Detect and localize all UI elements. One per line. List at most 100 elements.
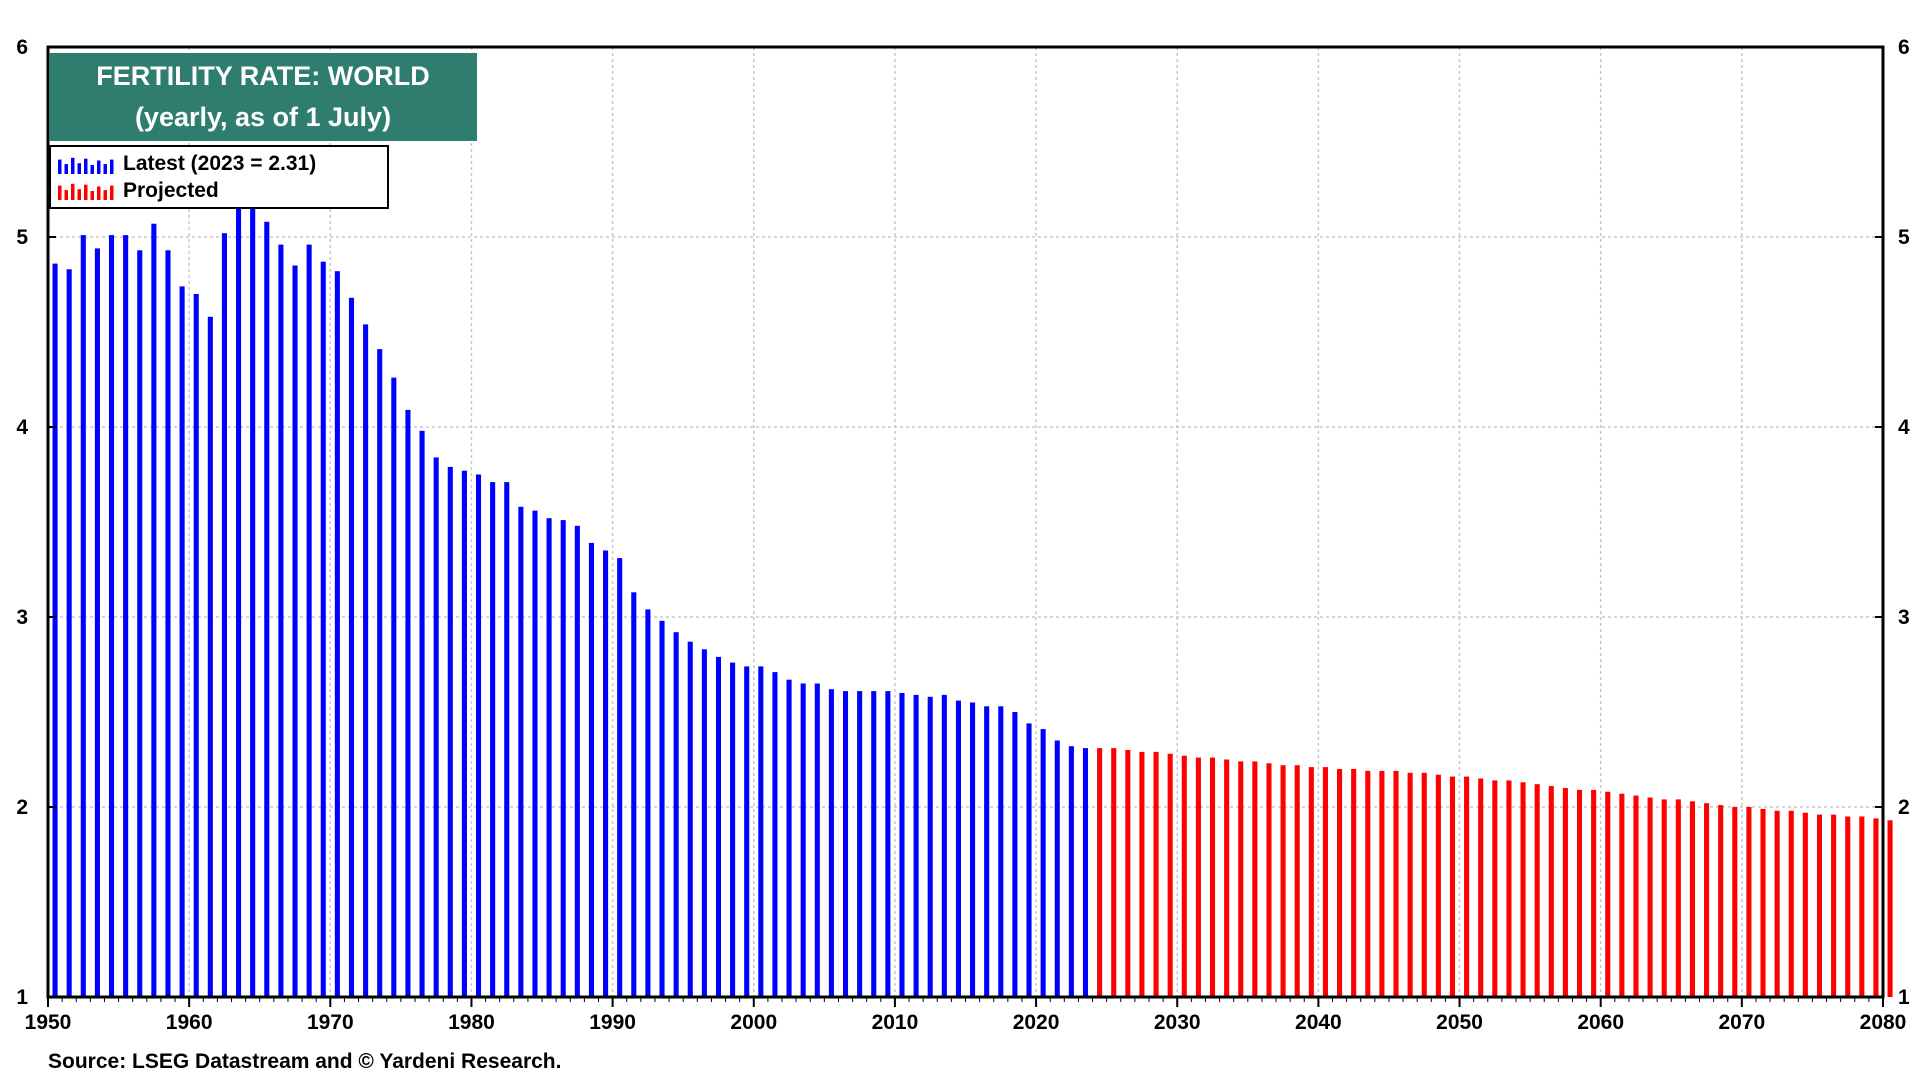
bar-projected bbox=[1478, 778, 1484, 997]
bar-latest bbox=[151, 223, 157, 997]
bar-projected bbox=[1760, 808, 1766, 997]
bar-latest bbox=[250, 206, 256, 998]
legend-swatch-bar bbox=[58, 159, 62, 174]
bar-projected bbox=[1788, 810, 1794, 997]
bar-latest bbox=[871, 691, 877, 997]
bar-projected bbox=[1562, 788, 1568, 997]
bar-projected bbox=[1195, 757, 1201, 997]
y-tick-label-right: 3 bbox=[1898, 606, 1910, 629]
bar-latest bbox=[504, 482, 510, 998]
bar-projected bbox=[1111, 748, 1117, 997]
bar-projected bbox=[1153, 751, 1159, 997]
legend: Latest (2023 = 2.31) Projected bbox=[49, 145, 389, 209]
bar-latest bbox=[207, 316, 213, 997]
bar-latest bbox=[518, 506, 524, 997]
y-tick-label-right: 4 bbox=[1898, 416, 1910, 439]
bar-latest bbox=[179, 286, 185, 997]
legend-label-projected: Projected bbox=[123, 179, 219, 202]
bar-latest bbox=[419, 430, 425, 997]
bar-projected bbox=[1873, 818, 1879, 997]
bar-projected bbox=[1351, 769, 1357, 997]
bar-latest bbox=[52, 263, 58, 998]
bar-latest bbox=[532, 510, 538, 997]
bar-projected bbox=[1421, 772, 1427, 997]
bar-projected bbox=[1209, 757, 1216, 997]
y-tick-label-right: 5 bbox=[1898, 226, 1910, 249]
legend-swatch-bar bbox=[97, 160, 101, 174]
bar-projected bbox=[1167, 753, 1173, 997]
bar-latest bbox=[687, 641, 693, 997]
bar-latest bbox=[391, 377, 397, 998]
bar-latest bbox=[857, 691, 863, 997]
bar-projected bbox=[1393, 770, 1399, 997]
bar-latest bbox=[137, 250, 143, 998]
bar-latest bbox=[94, 248, 100, 997]
legend-swatch-bar bbox=[64, 190, 68, 200]
bar-projected bbox=[1845, 816, 1851, 997]
bar-latest bbox=[363, 324, 369, 997]
legend-swatch-bar bbox=[71, 157, 75, 174]
x-tick-label: 2060 bbox=[1577, 1011, 1624, 1034]
bar-projected bbox=[1520, 782, 1526, 997]
y-tick-label-left: 3 bbox=[16, 606, 28, 629]
bar-projected bbox=[1802, 812, 1808, 997]
bar-projected bbox=[1704, 803, 1710, 997]
bar-latest bbox=[927, 696, 933, 997]
bar-latest bbox=[574, 525, 580, 997]
bar-latest bbox=[744, 666, 750, 997]
bar-projected bbox=[1294, 765, 1300, 997]
bar-projected bbox=[1661, 799, 1667, 997]
bar-latest bbox=[970, 702, 976, 997]
bar-latest bbox=[264, 221, 270, 998]
bar-latest bbox=[701, 649, 707, 997]
bar-projected bbox=[1379, 770, 1385, 997]
source-note: Source: LSEG Datastream and © Yardeni Re… bbox=[48, 1050, 561, 1073]
x-tick-label: 2080 bbox=[1860, 1011, 1907, 1034]
bar-projected bbox=[1435, 774, 1441, 997]
y-tick-label-left: 1 bbox=[16, 986, 28, 1009]
bar-projected bbox=[1224, 759, 1230, 997]
bar-projected bbox=[1252, 761, 1258, 997]
bar-latest bbox=[1082, 748, 1089, 997]
bar-projected bbox=[1718, 805, 1724, 997]
bar-projected bbox=[1534, 784, 1540, 997]
bar-latest bbox=[348, 297, 355, 997]
bar-projected bbox=[1689, 801, 1695, 997]
bar-projected bbox=[1732, 807, 1738, 997]
bar-latest bbox=[306, 244, 312, 998]
bar-latest bbox=[913, 694, 919, 997]
bar-latest bbox=[108, 235, 115, 998]
bar-latest bbox=[165, 250, 171, 998]
bar-projected bbox=[1449, 776, 1456, 997]
bar-latest bbox=[588, 542, 594, 997]
bar-latest bbox=[603, 550, 609, 997]
bar-latest bbox=[828, 689, 834, 997]
bar-projected bbox=[1097, 748, 1103, 997]
bar-latest bbox=[490, 482, 496, 998]
bar-projected bbox=[1591, 789, 1597, 997]
bar-latest bbox=[221, 233, 227, 997]
bar-projected bbox=[1548, 786, 1554, 997]
bar-projected bbox=[1125, 750, 1131, 997]
bar-latest bbox=[66, 269, 72, 997]
legend-swatch-projected bbox=[58, 183, 114, 200]
bar-projected bbox=[1365, 770, 1371, 997]
bar-latest bbox=[447, 466, 453, 997]
bar-projected bbox=[1816, 814, 1823, 997]
bar-latest bbox=[899, 693, 905, 997]
legend-swatch-bar bbox=[103, 190, 107, 200]
bar-projected bbox=[1605, 791, 1611, 997]
y-tick-label-right: 2 bbox=[1898, 796, 1910, 819]
chart-subtitle: (yearly, as of 1 July) bbox=[135, 102, 391, 132]
bar-projected bbox=[1464, 776, 1470, 997]
bar-projected bbox=[1619, 793, 1625, 997]
bar-latest bbox=[1026, 723, 1032, 997]
bar-latest bbox=[998, 706, 1004, 997]
bar-projected bbox=[1831, 814, 1837, 997]
bar-projected bbox=[1746, 807, 1752, 997]
x-tick-label: 2050 bbox=[1436, 1011, 1483, 1034]
y-tick-label-left: 2 bbox=[16, 796, 28, 819]
x-tick-label: 1970 bbox=[307, 1011, 354, 1034]
bar-latest bbox=[1040, 729, 1046, 997]
bar-latest bbox=[292, 265, 298, 997]
